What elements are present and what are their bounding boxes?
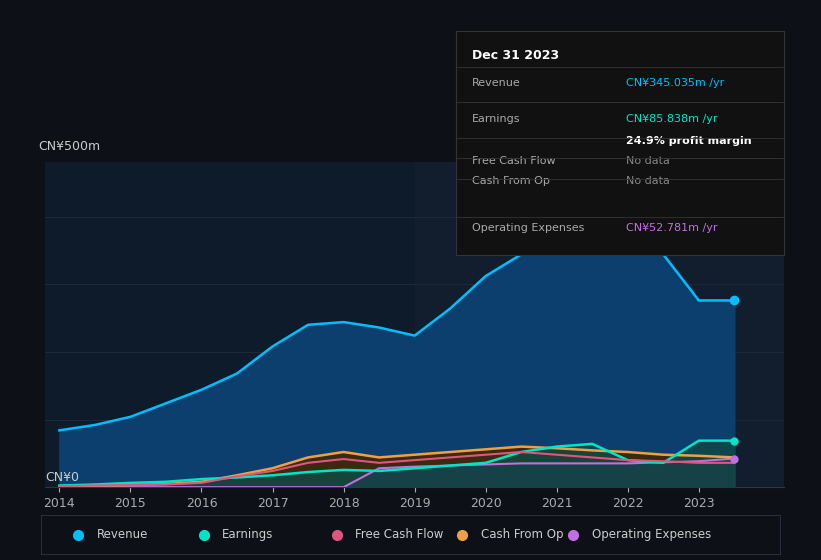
Text: Earnings: Earnings (222, 528, 273, 542)
Text: CN¥85.838m /yr: CN¥85.838m /yr (626, 114, 718, 124)
Text: Free Cash Flow: Free Cash Flow (472, 156, 556, 166)
Text: Cash From Op: Cash From Op (481, 528, 563, 542)
Text: Revenue: Revenue (472, 78, 521, 88)
Text: Operating Expenses: Operating Expenses (591, 528, 711, 542)
Text: CN¥500m: CN¥500m (38, 139, 100, 153)
Text: CN¥345.035m /yr: CN¥345.035m /yr (626, 78, 725, 88)
Text: Earnings: Earnings (472, 114, 521, 124)
Text: No data: No data (626, 156, 670, 166)
Text: Cash From Op: Cash From Op (472, 176, 550, 186)
Text: 24.9% profit margin: 24.9% profit margin (626, 136, 752, 146)
Text: Dec 31 2023: Dec 31 2023 (472, 49, 559, 62)
Text: No data: No data (626, 176, 670, 186)
Text: CN¥0: CN¥0 (45, 471, 79, 484)
Text: Operating Expenses: Operating Expenses (472, 223, 585, 234)
Text: Revenue: Revenue (97, 528, 148, 542)
Bar (415, 162, 784, 487)
Text: CN¥52.781m /yr: CN¥52.781m /yr (626, 223, 718, 234)
Text: Free Cash Flow: Free Cash Flow (355, 528, 443, 542)
